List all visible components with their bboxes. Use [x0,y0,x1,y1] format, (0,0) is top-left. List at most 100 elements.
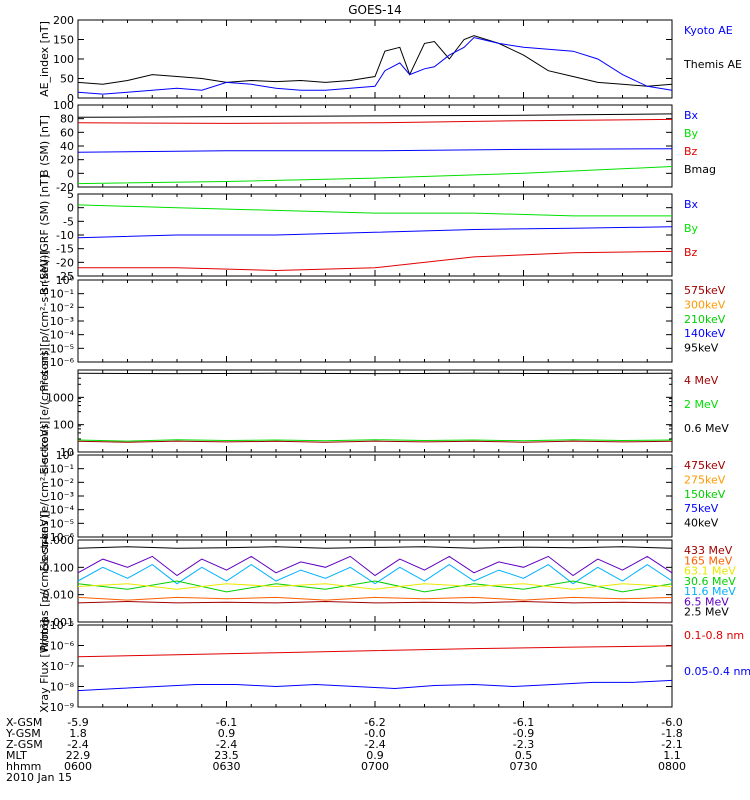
series-line [77,596,673,601]
y-axis-label: Protons [p/(cm²-s-sr-keV)] [38,250,51,391]
xaxis-value: 23.5 [214,749,239,762]
y-tick-label: 10 [60,446,74,459]
legend-entry: 11.6 MeV [684,585,736,598]
legend-entry: 475keV [684,459,726,472]
y-axis-label: Xray Flux [W/m²] [38,619,51,712]
y-tick-label: 10⁻⁷ [50,660,74,673]
xaxis-value: -5.9 [67,716,88,729]
y-tick-label: 10⁻¹ [50,463,74,476]
legend-entry: Bz [684,246,698,259]
xaxis-value: 0.5 [515,749,533,762]
y-tick-label: 0.001 [43,616,75,629]
y-tick-label: 100 [53,99,74,112]
xaxis-row-label: MLT [6,749,27,762]
legend-entry: 150keV [684,488,726,501]
xaxis-value: 0.9 [218,727,236,740]
series-line [77,580,673,593]
y-tick-label: 1.000 [43,534,75,547]
legend-entry: 30.6 MeV [684,575,736,588]
legend-entry: 2.5 MeV [684,606,729,619]
y-tick-label: 100 [53,53,74,66]
y-tick-label: 0 [67,202,74,215]
y-tick-label: 10⁻² [50,476,74,489]
legend-entry: By [684,127,699,140]
y-tick-label: 20 [60,154,74,167]
y-axis-label: Electrons [e/(cm²-s-sr)] [38,347,51,474]
y-axis-label: B (SM) [nT] [38,115,51,177]
xaxis-value: -6.1 [513,716,534,729]
series-line [77,35,673,87]
legend-entry: 6.5 MeV [684,595,729,608]
legend-entry: 40keV [684,517,719,530]
series-line [77,583,673,590]
xaxis-value: -2.4 [67,738,88,751]
xaxis-value: 0600 [64,760,92,773]
y-tick-label: 0 [67,167,74,180]
series-line [77,148,673,153]
xaxis-value: -2.3 [513,738,534,751]
series-line [77,113,673,118]
xaxis-value: 0730 [510,760,538,773]
y-axis-label: Electrons [e/(cm²-s-sr-keV)] [38,421,51,572]
series-line [77,226,673,239]
y-tick-label: 1000 [46,391,74,404]
panel-frame [77,624,673,708]
legend-entry: By [684,222,699,235]
y-tick-label: -25 [56,270,74,283]
legend-entry: Kyoto AE [684,24,733,37]
y-tick-label: 40 [60,140,74,153]
y-tick-label: 10⁻² [50,301,74,314]
y-tick-label: -10 [56,229,74,242]
legend-entry: 300keV [684,298,726,311]
legend-entry: 63.1 MeV [684,565,736,578]
y-tick-label: 60 [60,126,74,139]
xaxis-value: 0800 [658,760,686,773]
y-tick-label: 10⁻⁶ [50,356,75,369]
legend-entry: 575keV [684,284,726,297]
series-line [77,600,673,604]
y-axis-label: Protons [p/(cm²-s-sr-keV)] [38,510,51,651]
xaxis-value: -0.0 [364,727,385,740]
series-line [77,645,673,658]
y-tick-label: 80 [60,113,74,126]
y-tick-label: 0.010 [43,589,75,602]
y-tick-label: 150 [53,34,74,47]
legend-entry: 95keV [684,342,719,355]
legend-entry: 0.05-0.4 nm [684,665,750,678]
y-tick-label: 10⁰ [56,274,75,287]
xaxis-value: -6.1 [216,716,237,729]
panel-frame [77,454,673,538]
y-tick-label: 10⁻⁸ [50,681,75,694]
y-tick-label: 0 [67,92,74,105]
y-tick-label: -20 [56,181,74,194]
y-tick-label: 50 [60,73,74,86]
legend-entry: 433 MeV [684,544,733,557]
series-line [78,250,673,272]
legend-entry: Bmag [684,163,716,176]
y-tick-label: 10⁻³ [50,490,74,503]
legend-entry: 210keV [684,313,726,326]
panel-frame [77,279,673,363]
y-tick-label: 10⁻⁵ [50,619,74,632]
y-tick-label: -15 [56,243,74,256]
xaxis-value: -2.4 [216,738,237,751]
series-line [77,440,673,443]
xaxis-value: 1.8 [69,727,87,740]
xaxis-value: -6.0 [661,716,682,729]
legend-entry: 2 MeV [684,398,719,411]
xaxis-value: -2.1 [661,738,682,751]
xaxis-value: 1.1 [663,749,681,762]
series-line [77,546,673,549]
xaxis-row-label: hhmm [6,760,41,773]
y-tick-label: -5 [63,215,74,228]
xaxis-value: -0.9 [513,727,534,740]
legend-entry: 0.1-0.8 nm [684,629,744,642]
xaxis-value: -2.4 [364,738,385,751]
